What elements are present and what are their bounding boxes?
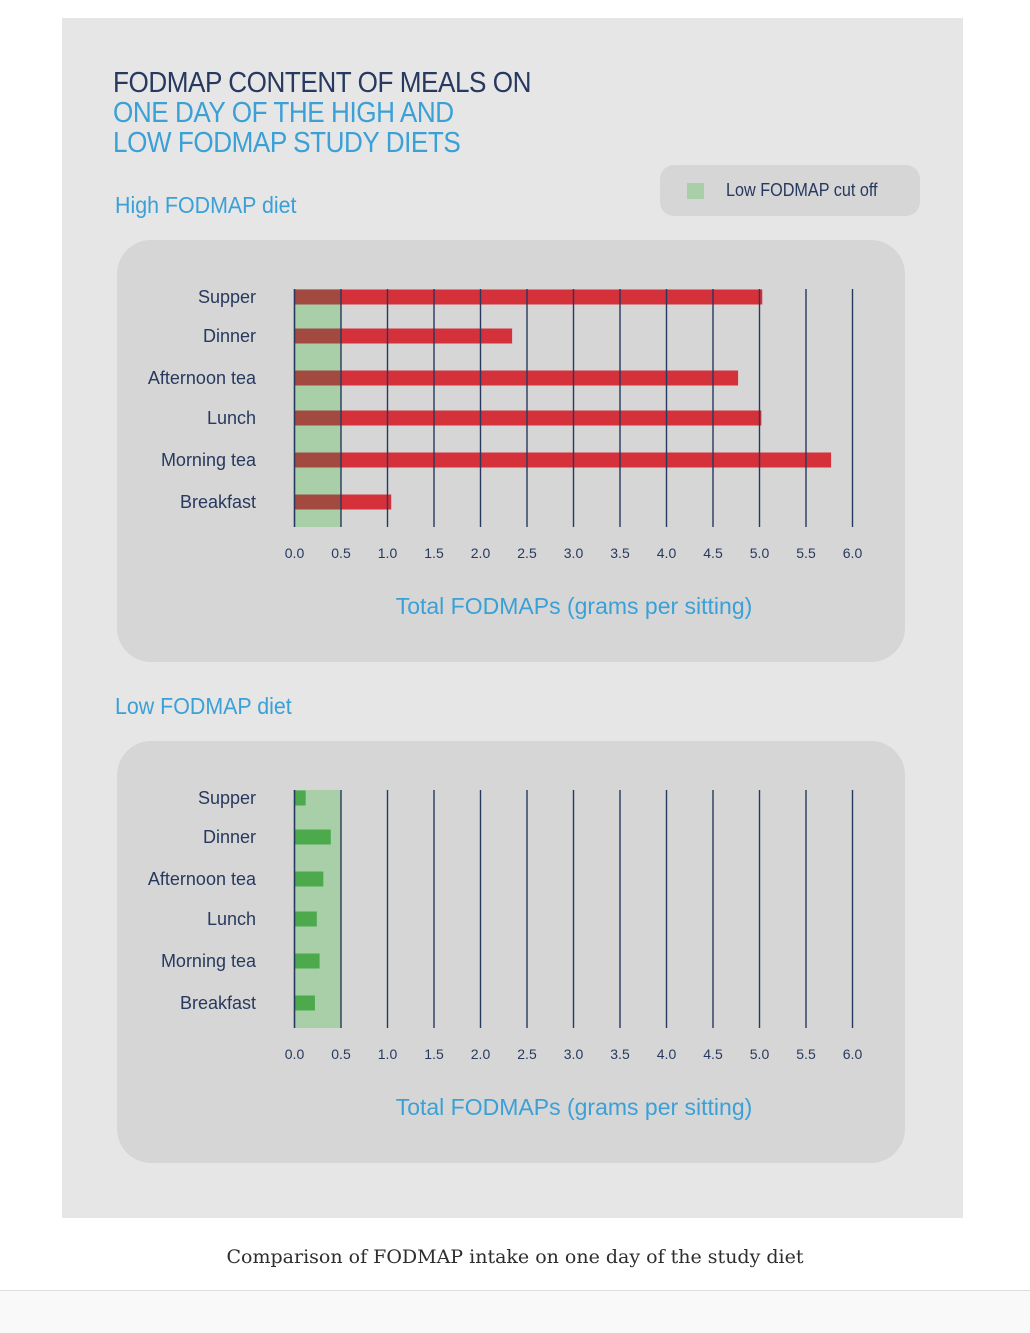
x-tick-label: 2.5 [517,1046,537,1062]
title-line-2: ONE DAY OF THE HIGH AND [113,97,454,129]
x-tick-label: 0.5 [331,1046,351,1062]
x-tick-label: 1.5 [424,1046,444,1062]
bar-cutoff-overlap [294,494,341,510]
y-category-label: Morning tea [161,450,257,470]
y-category-label: Supper [198,287,256,307]
y-category-label: Supper [198,788,256,808]
x-tick-label: 6.0 [843,1046,863,1062]
cutoff-band [294,790,341,1028]
x-tick-label: 2.0 [471,1046,491,1062]
low-fodmap-chart: 0.0 0.5 1.0 1.5 2.0 2.5 3.0 3.5 4.0 4.5 5.0 5.5 6.0 S… [148,788,863,1120]
bar-cutoff-overlap [294,452,341,468]
bar-morning-tea [294,452,832,468]
y-category-label: Dinner [203,326,256,346]
x-tick-label: 0.5 [331,545,351,561]
y-category-label: Afternoon tea [148,368,257,388]
y-category-label: Dinner [203,827,256,847]
x-tick-label: 5.0 [750,1046,770,1062]
x-tick-label: 4.5 [703,545,723,561]
bar-supper [294,790,306,806]
legend-swatch-cutoff [687,183,704,199]
bar-dinner [294,829,331,845]
legend-label-cutoff: Low FODMAP cut off [726,180,878,200]
legend: Low FODMAP cut off [660,165,920,216]
low-fodmap-heading: Low FODMAP diet [115,693,292,719]
footer-divider [0,1290,1030,1333]
x-tick-label: 1.0 [378,1046,398,1062]
high-fodmap-chart: 0.0 0.5 1.0 1.5 2.0 2.5 3.0 3.5 4.0 4.5 5.0 5.5 6.0 S… [148,287,863,619]
bar-cutoff-overlap [294,328,341,344]
title-line-3: LOW FODMAP STUDY DIETS [113,127,461,159]
bar-lunch [294,410,762,426]
title-line-1: FODMAP CONTENT OF MEALS ON [113,67,532,99]
y-category-label: Breakfast [180,993,256,1013]
bar-dinner [294,328,513,344]
x-tick-label: 2.5 [517,545,537,561]
x-tick-label: 5.5 [796,1046,816,1062]
x-tick-label: 6.0 [843,545,863,561]
x-tick-label: 3.0 [564,1046,584,1062]
y-category-label: Breakfast [180,492,256,512]
x-tick-label: 5.5 [796,545,816,561]
y-category-label: Afternoon tea [148,869,257,889]
bar-breakfast [294,995,315,1011]
x-tick-label: 1.0 [378,545,398,561]
x-tick-label: 3.5 [610,545,630,561]
bar-cutoff-overlap [294,410,341,426]
x-tick-label: 3.5 [610,1046,630,1062]
y-category-label: Morning tea [161,951,257,971]
bar-lunch [294,911,317,927]
high-fodmap-chart-panel: 0.0 0.5 1.0 1.5 2.0 2.5 3.0 3.5 4.0 4.5 5.0 5.5 6.0 S… [117,240,905,662]
bar-afternoon-tea [294,370,739,386]
bar-afternoon-tea [294,871,324,887]
bar-cutoff-overlap [294,289,341,305]
x-tick-label: 0.0 [285,1046,305,1062]
x-tick-label: 4.0 [657,1046,677,1062]
x-tick-label: 4.5 [703,1046,723,1062]
high-fodmap-heading: High FODMAP diet [115,192,297,218]
x-tick-label: 5.0 [750,545,770,561]
x-axis-title: Total FODMAPs (grams per sitting) [396,593,753,619]
cutoff-band [294,289,341,527]
y-category-label: Lunch [207,909,256,929]
bar-cutoff-overlap [294,370,341,386]
x-tick-label: 3.0 [564,545,584,561]
x-tick-label: 0.0 [285,545,305,561]
x-tick-label: 2.0 [471,545,491,561]
x-tick-label: 1.5 [424,545,444,561]
bar-supper [294,289,763,305]
x-tick-label: 4.0 [657,545,677,561]
figure-caption: Comparison of FODMAP intake on one day o… [226,1246,804,1268]
chart-title: FODMAP CONTENT OF MEALS ON ONE DAY OF TH… [113,68,531,158]
y-category-label: Lunch [207,408,256,428]
low-fodmap-chart-panel: 0.0 0.5 1.0 1.5 2.0 2.5 3.0 3.5 4.0 4.5 5.0 5.5 6.0 S… [117,741,905,1163]
x-axis-title: Total FODMAPs (grams per sitting) [396,1094,753,1120]
bar-morning-tea [294,953,320,969]
